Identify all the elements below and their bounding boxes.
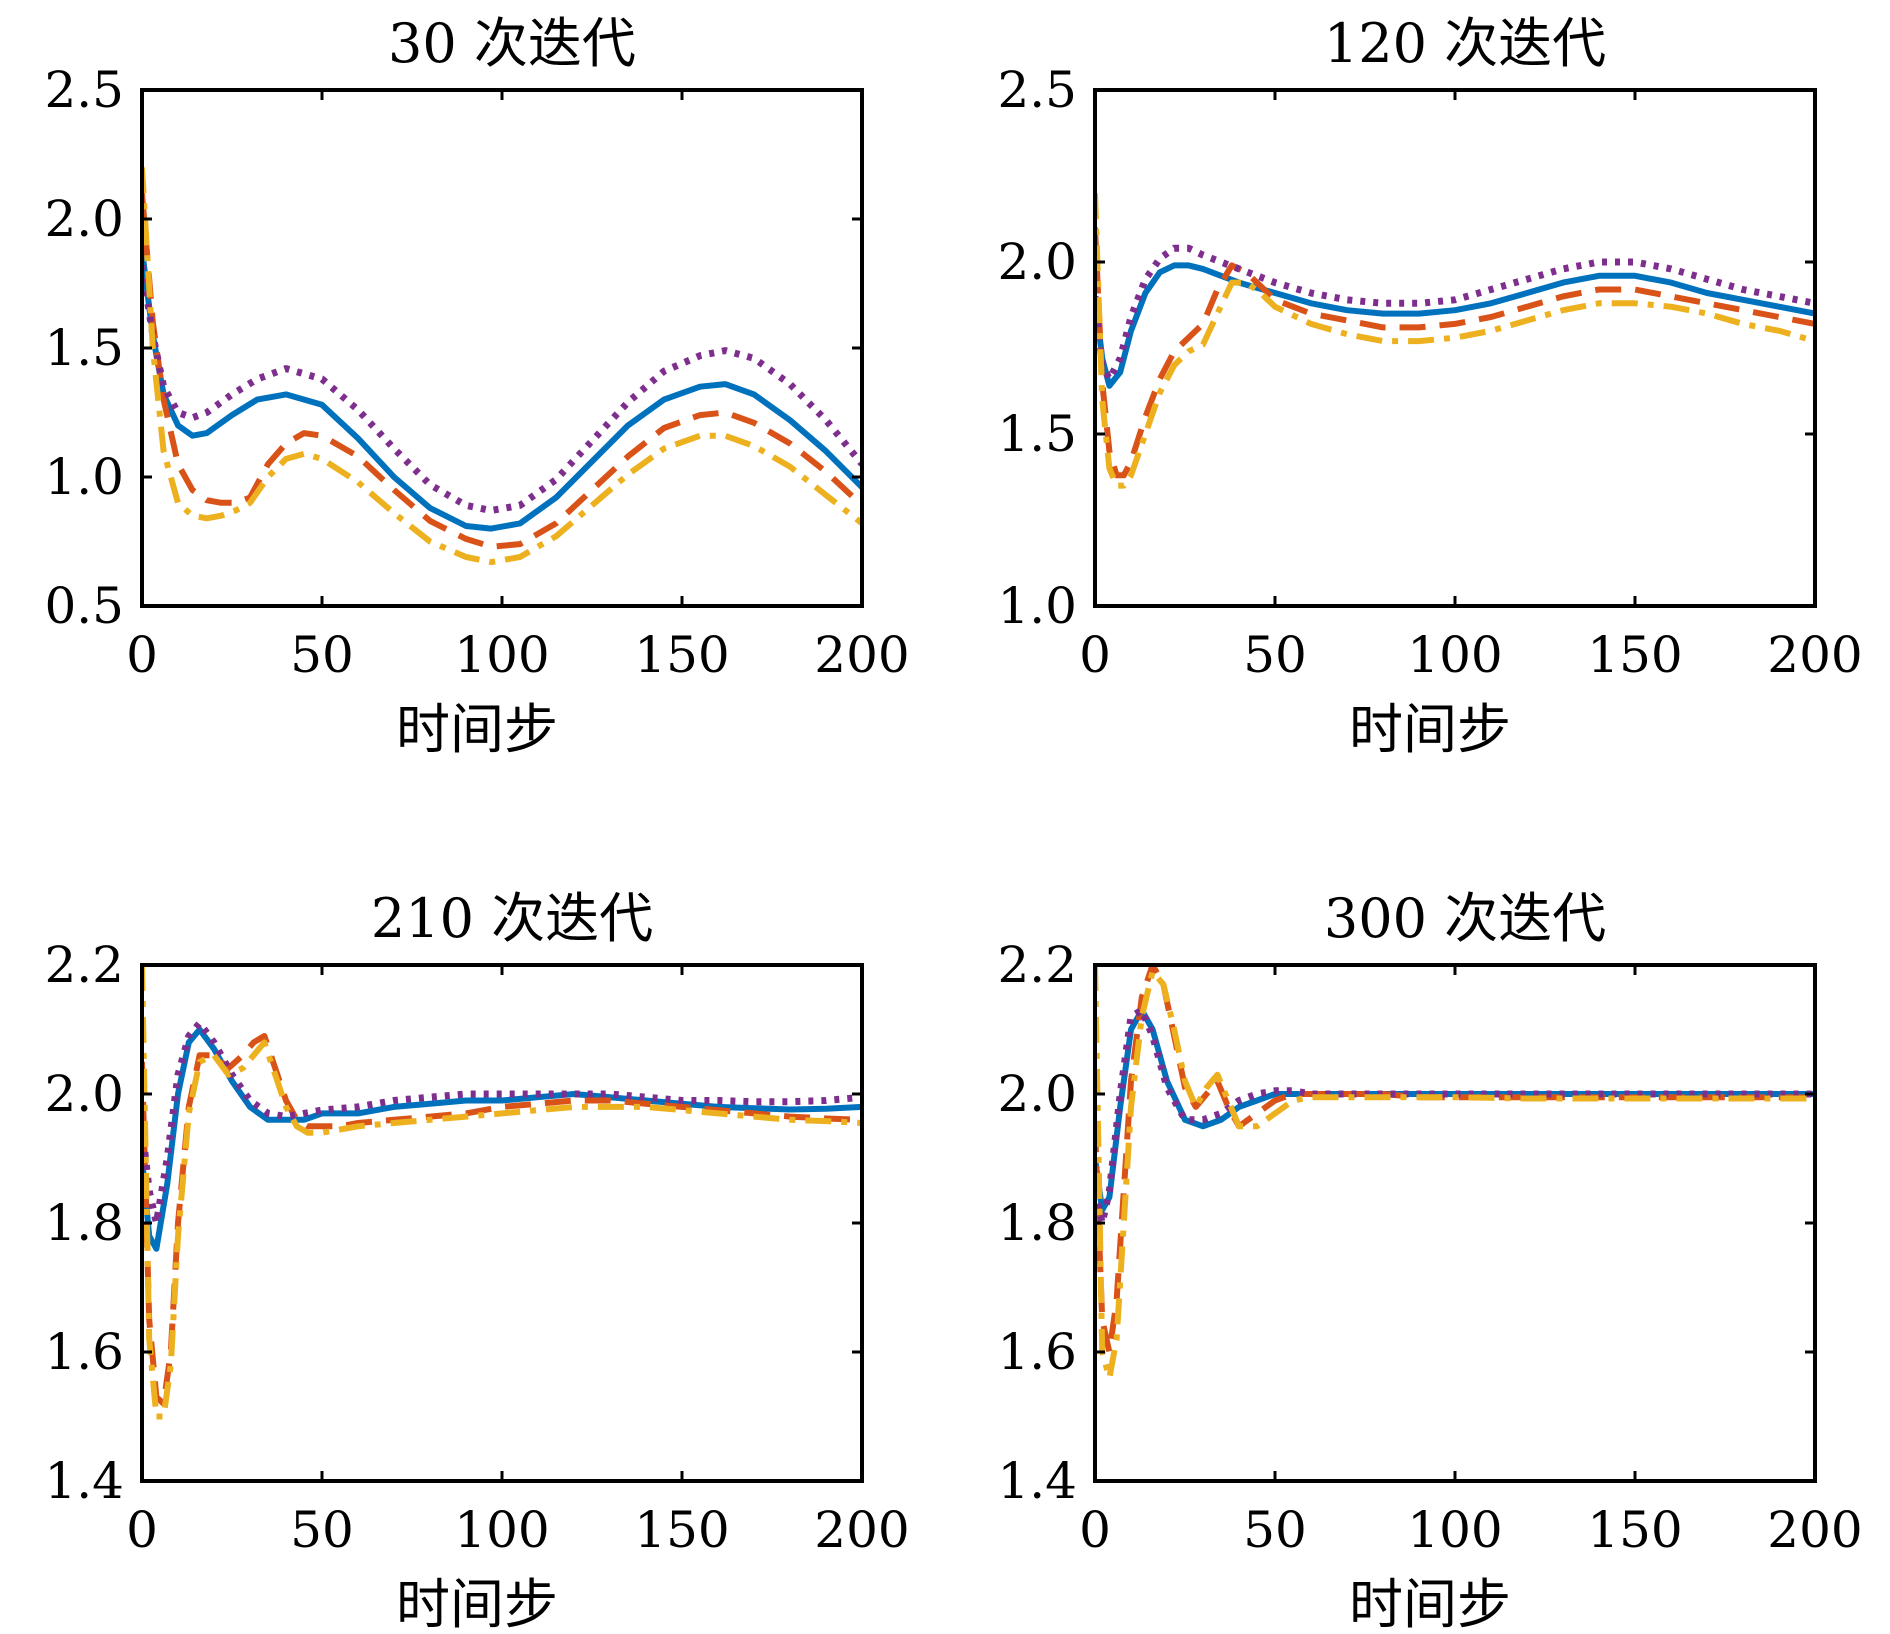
series-line-3-dotted xyxy=(142,264,862,514)
series-line-1-solid xyxy=(1095,1007,1815,1214)
x-tick-label: 150 xyxy=(634,626,729,684)
series-line-3-dotted xyxy=(142,1019,862,1227)
x-tick-label: 200 xyxy=(1767,1501,1862,1559)
x-tick-label: 150 xyxy=(1587,626,1682,684)
y-tick-label: 1.0 xyxy=(997,577,1077,635)
series-line-2-dashed xyxy=(142,1033,862,1407)
series-group xyxy=(142,167,862,566)
y-tick-label: 2.0 xyxy=(997,233,1077,291)
series-line-3-dotted xyxy=(1095,244,1815,383)
y-tick-label: 2.0 xyxy=(44,1065,124,1123)
y-tick-label: 1.4 xyxy=(997,1452,1077,1510)
chart-title: 30 次迭代 xyxy=(388,12,636,75)
y-tick-label: 1.6 xyxy=(997,1323,1077,1381)
y-tick-label: 2.5 xyxy=(44,61,124,119)
x-tick-label: 50 xyxy=(290,626,354,684)
x-axis-label: 时间步 xyxy=(1349,698,1511,761)
x-tick-label: 100 xyxy=(454,626,549,684)
y-tick-label: 0.5 xyxy=(44,577,124,635)
series-group xyxy=(142,965,862,1420)
x-tick-label: 50 xyxy=(1243,626,1307,684)
y-tick-label: 2.5 xyxy=(997,61,1077,119)
x-tick-label: 0 xyxy=(1079,1501,1111,1559)
x-axis-label: 时间步 xyxy=(396,1573,558,1634)
chart-title: 300 次迭代 xyxy=(1324,887,1606,950)
x-tick-label: 200 xyxy=(1767,626,1862,684)
x-tick-label: 0 xyxy=(1079,626,1111,684)
x-tick-label: 150 xyxy=(1587,1501,1682,1559)
series-line-4-dashdot xyxy=(1095,193,1815,489)
y-tick-label: 1.0 xyxy=(44,448,124,506)
x-tick-label: 0 xyxy=(126,626,158,684)
x-tick-label: 100 xyxy=(1407,1501,1502,1559)
series-group xyxy=(1095,965,1815,1381)
series-line-3-dotted xyxy=(1095,1006,1815,1227)
series-line-1-solid xyxy=(142,249,862,532)
chart-title: 120 次迭代 xyxy=(1324,12,1606,75)
y-tick-label: 2.2 xyxy=(997,936,1077,994)
series-line-4-dashdot xyxy=(1095,965,1815,1381)
y-tick-label: 2.2 xyxy=(44,936,124,994)
series-line-4-dashdot xyxy=(142,965,862,1420)
axes-frame xyxy=(1093,88,1817,608)
series-line-1-solid xyxy=(142,1026,862,1252)
x-tick-label: 200 xyxy=(814,626,909,684)
series-line-4-dashdot xyxy=(142,167,862,566)
y-tick-label: 1.4 xyxy=(44,1452,124,1510)
y-tick-label: 1.8 xyxy=(997,1194,1077,1252)
y-tick-label: 2.0 xyxy=(44,190,124,248)
x-tick-label: 100 xyxy=(1407,626,1502,684)
y-tick-label: 2.0 xyxy=(997,1065,1077,1123)
y-tick-label: 1.8 xyxy=(44,1194,124,1252)
chart-title: 210 次迭代 xyxy=(371,887,653,950)
x-axis-label: 时间步 xyxy=(396,698,558,761)
series-line-2-dashed xyxy=(142,192,862,550)
axes-frame xyxy=(1093,963,1817,1483)
x-tick-label: 200 xyxy=(814,1501,909,1559)
x-tick-label: 100 xyxy=(454,1501,549,1559)
series-line-1-solid xyxy=(1095,262,1815,389)
y-tick-label: 1.6 xyxy=(44,1323,124,1381)
series-line-2-dashed xyxy=(1095,227,1815,479)
y-tick-label: 1.5 xyxy=(44,319,124,377)
x-tick-label: 0 xyxy=(126,1501,158,1559)
y-tick-label: 1.5 xyxy=(997,405,1077,463)
series-group xyxy=(1095,193,1815,489)
x-tick-label: 50 xyxy=(1243,1501,1307,1559)
series-line-2-dashed xyxy=(1095,965,1815,1355)
x-axis-label: 时间步 xyxy=(1349,1573,1511,1634)
x-tick-label: 150 xyxy=(634,1501,729,1559)
x-tick-label: 50 xyxy=(290,1501,354,1559)
